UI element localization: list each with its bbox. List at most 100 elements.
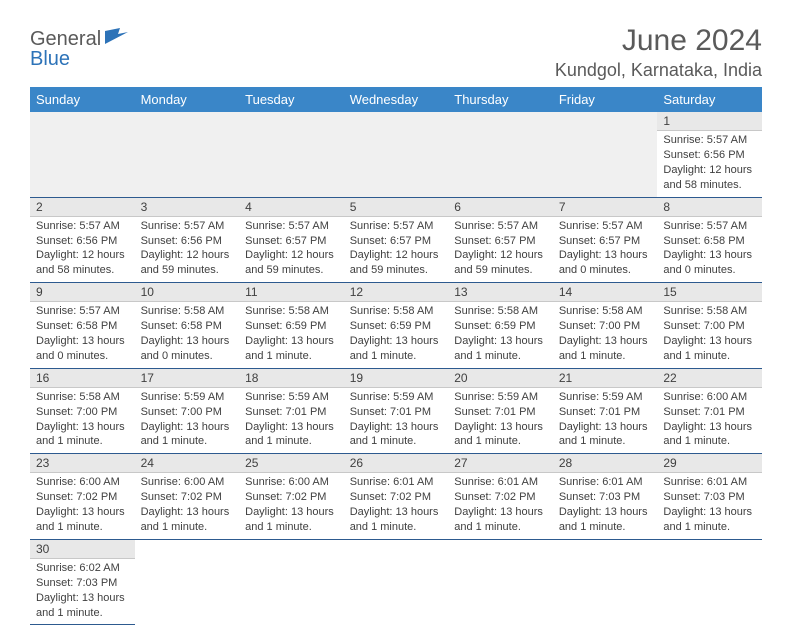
weekday-header-row: SundayMondayTuesdayWednesdayThursdayFrid… (30, 87, 762, 112)
sunrise-text: Sunrise: 6:01 AM (350, 475, 443, 490)
daylight-text: and 0 minutes. (141, 349, 234, 364)
day-cell: 20Sunrise: 5:59 AMSunset: 7:01 PMDayligh… (448, 368, 553, 454)
flag-icon (104, 28, 130, 51)
day-cell: 3Sunrise: 5:57 AMSunset: 6:56 PMDaylight… (135, 197, 240, 283)
day-content: Sunrise: 6:00 AMSunset: 7:02 PMDaylight:… (239, 473, 344, 538)
sunrise-text: Sunrise: 5:59 AM (141, 390, 234, 405)
daylight-text: Daylight: 13 hours (350, 420, 443, 435)
daylight-text: Daylight: 13 hours (245, 334, 338, 349)
day-number: 15 (657, 283, 762, 302)
day-number: 5 (344, 198, 449, 217)
sunrise-text: Sunrise: 5:58 AM (245, 304, 338, 319)
day-cell: 10Sunrise: 5:58 AMSunset: 6:58 PMDayligh… (135, 283, 240, 369)
day-cell: 23Sunrise: 6:00 AMSunset: 7:02 PMDayligh… (30, 454, 135, 540)
sunset-text: Sunset: 7:03 PM (559, 490, 652, 505)
day-content: Sunrise: 5:58 AMSunset: 6:59 PMDaylight:… (448, 302, 553, 367)
day-number: 17 (135, 369, 240, 388)
daylight-text: and 1 minute. (454, 520, 547, 535)
day-content: Sunrise: 5:57 AMSunset: 6:56 PMDaylight:… (30, 217, 135, 282)
day-content: Sunrise: 5:58 AMSunset: 6:58 PMDaylight:… (135, 302, 240, 367)
daylight-text: and 59 minutes. (350, 263, 443, 278)
daylight-text: Daylight: 12 hours (663, 163, 756, 178)
day-cell: 8Sunrise: 5:57 AMSunset: 6:58 PMDaylight… (657, 197, 762, 283)
day-content: Sunrise: 5:57 AMSunset: 6:57 PMDaylight:… (344, 217, 449, 282)
sunset-text: Sunset: 6:56 PM (141, 234, 234, 249)
sunrise-text: Sunrise: 5:57 AM (36, 219, 129, 234)
day-content: Sunrise: 5:58 AMSunset: 7:00 PMDaylight:… (657, 302, 762, 367)
sunrise-text: Sunrise: 5:57 AM (141, 219, 234, 234)
day-number: 14 (553, 283, 658, 302)
day-number: 28 (553, 454, 658, 473)
calendar-body: 1Sunrise: 5:57 AMSunset: 6:56 PMDaylight… (30, 112, 762, 625)
daylight-text: Daylight: 13 hours (245, 420, 338, 435)
day-number: 20 (448, 369, 553, 388)
daylight-text: and 58 minutes. (36, 263, 129, 278)
sunset-text: Sunset: 7:00 PM (559, 319, 652, 334)
daylight-text: Daylight: 13 hours (559, 420, 652, 435)
sunset-text: Sunset: 7:02 PM (245, 490, 338, 505)
daylight-text: and 1 minute. (663, 349, 756, 364)
sunrise-text: Sunrise: 6:00 AM (245, 475, 338, 490)
daylight-text: Daylight: 12 hours (36, 248, 129, 263)
weekday-friday: Friday (553, 87, 658, 112)
daylight-text: and 1 minute. (454, 349, 547, 364)
daylight-text: and 1 minute. (559, 434, 652, 449)
day-cell: 16Sunrise: 5:58 AMSunset: 7:00 PMDayligh… (30, 368, 135, 454)
sunset-text: Sunset: 7:00 PM (36, 405, 129, 420)
daylight-text: Daylight: 13 hours (454, 505, 547, 520)
sunset-text: Sunset: 7:02 PM (36, 490, 129, 505)
day-cell (553, 539, 658, 625)
day-number: 19 (344, 369, 449, 388)
day-cell: 9Sunrise: 5:57 AMSunset: 6:58 PMDaylight… (30, 283, 135, 369)
daylight-text: and 1 minute. (36, 434, 129, 449)
day-cell (448, 112, 553, 197)
daylight-text: and 59 minutes. (454, 263, 547, 278)
day-cell: 22Sunrise: 6:00 AMSunset: 7:01 PMDayligh… (657, 368, 762, 454)
daylight-text: Daylight: 13 hours (141, 334, 234, 349)
day-content: Sunrise: 5:59 AMSunset: 7:00 PMDaylight:… (135, 388, 240, 453)
daylight-text: and 0 minutes. (663, 263, 756, 278)
day-number: 23 (30, 454, 135, 473)
sunrise-text: Sunrise: 5:57 AM (245, 219, 338, 234)
daylight-text: and 1 minute. (36, 606, 129, 621)
day-number: 11 (239, 283, 344, 302)
day-number: 2 (30, 198, 135, 217)
sunrise-text: Sunrise: 5:58 AM (350, 304, 443, 319)
day-content: Sunrise: 6:00 AMSunset: 7:02 PMDaylight:… (135, 473, 240, 538)
day-cell (448, 539, 553, 625)
day-cell: 28Sunrise: 6:01 AMSunset: 7:03 PMDayligh… (553, 454, 658, 540)
daylight-text: Daylight: 13 hours (559, 505, 652, 520)
daylight-text: Daylight: 13 hours (36, 420, 129, 435)
day-number: 26 (344, 454, 449, 473)
day-cell: 27Sunrise: 6:01 AMSunset: 7:02 PMDayligh… (448, 454, 553, 540)
logo-sub: Blue (30, 48, 70, 71)
day-cell: 12Sunrise: 5:58 AMSunset: 6:59 PMDayligh… (344, 283, 449, 369)
day-cell (239, 112, 344, 197)
sunrise-text: Sunrise: 5:57 AM (663, 219, 756, 234)
daylight-text: Daylight: 13 hours (559, 248, 652, 263)
sunset-text: Sunset: 6:57 PM (454, 234, 547, 249)
daylight-text: and 59 minutes. (141, 263, 234, 278)
day-number: 25 (239, 454, 344, 473)
day-cell: 26Sunrise: 6:01 AMSunset: 7:02 PMDayligh… (344, 454, 449, 540)
sunset-text: Sunset: 6:57 PM (245, 234, 338, 249)
day-content: Sunrise: 6:01 AMSunset: 7:02 PMDaylight:… (448, 473, 553, 538)
daylight-text: and 1 minute. (245, 349, 338, 364)
day-cell: 6Sunrise: 5:57 AMSunset: 6:57 PMDaylight… (448, 197, 553, 283)
sunset-text: Sunset: 7:02 PM (454, 490, 547, 505)
day-content: Sunrise: 5:57 AMSunset: 6:57 PMDaylight:… (448, 217, 553, 282)
day-content: Sunrise: 6:00 AMSunset: 7:01 PMDaylight:… (657, 388, 762, 453)
sunrise-text: Sunrise: 5:58 AM (559, 304, 652, 319)
sunset-text: Sunset: 7:01 PM (245, 405, 338, 420)
daylight-text: and 1 minute. (454, 434, 547, 449)
sunrise-text: Sunrise: 5:57 AM (454, 219, 547, 234)
day-cell (30, 112, 135, 197)
daylight-text: Daylight: 12 hours (245, 248, 338, 263)
sunset-text: Sunset: 7:00 PM (663, 319, 756, 334)
day-number: 18 (239, 369, 344, 388)
day-cell (553, 112, 658, 197)
day-cell: 30Sunrise: 6:02 AMSunset: 7:03 PMDayligh… (30, 539, 135, 625)
daylight-text: Daylight: 13 hours (663, 420, 756, 435)
day-number: 30 (30, 540, 135, 559)
sunset-text: Sunset: 6:59 PM (245, 319, 338, 334)
